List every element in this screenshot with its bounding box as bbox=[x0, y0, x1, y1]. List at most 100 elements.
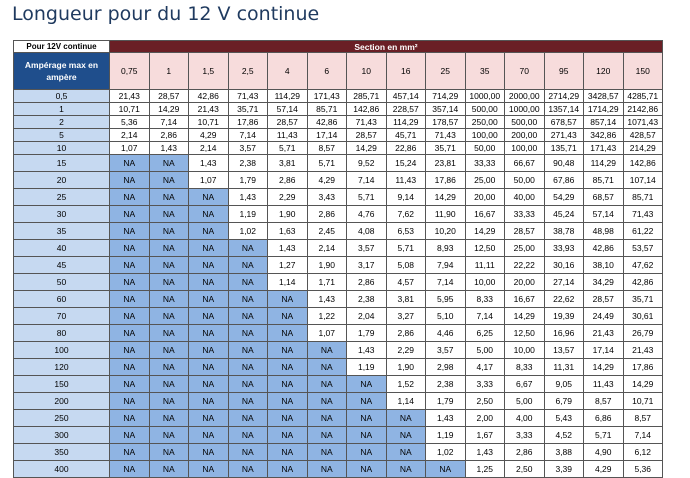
na-cell: NA bbox=[227, 324, 268, 342]
length-cell: 17,86 bbox=[425, 171, 466, 189]
na-cell: NA bbox=[346, 392, 387, 410]
length-cell: 1,43 bbox=[346, 341, 387, 359]
cable-length-table-container: Pour 12V continue Section en mm² Ampérag… bbox=[13, 40, 678, 478]
na-cell: NA bbox=[267, 443, 308, 461]
length-cell: 2,14 bbox=[109, 128, 150, 142]
na-cell: NA bbox=[227, 239, 268, 257]
length-cell: 1714,29 bbox=[583, 102, 624, 116]
table-row: 150 NA NA NA NA NA NA NA 1,52 2,38 3,33 6,67 9,05 11,… bbox=[13, 375, 663, 393]
na-cell: NA bbox=[267, 409, 308, 427]
length-cell: 28,57 bbox=[148, 89, 189, 103]
na-cell: NA bbox=[148, 392, 189, 410]
length-cell: 71,43 bbox=[346, 115, 387, 129]
length-cell: 500,00 bbox=[504, 115, 545, 129]
length-cell: 42,86 bbox=[583, 239, 624, 257]
na-cell: NA bbox=[385, 443, 426, 461]
length-cell: 11,90 bbox=[425, 205, 466, 223]
length-cell: 2,00 bbox=[464, 409, 505, 427]
length-cell: 2714,29 bbox=[543, 89, 584, 103]
length-cell: 1,67 bbox=[464, 426, 505, 444]
section-column-header: 2,5 bbox=[227, 52, 268, 90]
na-cell: NA bbox=[148, 205, 189, 223]
cable-length-table: Pour 12V continue Section en mm² Ampérag… bbox=[13, 40, 663, 478]
section-column-header: 150 bbox=[622, 52, 663, 90]
table-row: 350 NA NA NA NA NA NA NA NA 1,02 1,43 2,86 3,88 4,90 6… bbox=[13, 443, 663, 461]
na-cell: NA bbox=[109, 256, 150, 274]
length-cell: 28,57 bbox=[267, 115, 308, 129]
length-cell: 13,57 bbox=[543, 341, 584, 359]
length-cell: 38,78 bbox=[543, 222, 584, 240]
na-cell: NA bbox=[188, 443, 229, 461]
na-cell: NA bbox=[267, 392, 308, 410]
length-cell: 2,14 bbox=[188, 141, 229, 155]
section-column-header: 6 bbox=[306, 52, 347, 90]
na-cell: NA bbox=[306, 426, 347, 444]
length-cell: 16,96 bbox=[543, 324, 584, 342]
length-cell: 12,50 bbox=[464, 239, 505, 257]
length-cell: 1,79 bbox=[227, 171, 268, 189]
length-cell: 2,14 bbox=[306, 239, 347, 257]
length-cell: 9,52 bbox=[346, 154, 387, 172]
table-row: 200 NA NA NA NA NA NA NA 1,14 1,79 2,50 5,00 6,79 8,5… bbox=[13, 392, 663, 410]
length-cell: 25,00 bbox=[504, 239, 545, 257]
na-cell: NA bbox=[267, 375, 308, 393]
section-header: Section en mm² bbox=[109, 40, 663, 53]
na-cell: NA bbox=[109, 239, 150, 257]
length-cell: 2,86 bbox=[385, 324, 426, 342]
amperage-label: 80 bbox=[13, 324, 110, 342]
length-cell: 47,62 bbox=[622, 256, 663, 274]
table-row: 25 NA NA NA 1,43 2,29 3,43 5,71 9,14 14,29 20,00 40… bbox=[13, 188, 663, 206]
na-cell: NA bbox=[109, 341, 150, 359]
length-cell: 5,71 bbox=[583, 426, 624, 444]
length-cell: 12,50 bbox=[504, 324, 545, 342]
amperage-label: 150 bbox=[13, 375, 110, 393]
length-cell: 24,49 bbox=[583, 307, 624, 325]
length-cell: 20,00 bbox=[504, 273, 545, 291]
length-cell: 61,22 bbox=[622, 222, 663, 240]
length-cell: 5,10 bbox=[425, 307, 466, 325]
length-cell: 28,57 bbox=[346, 128, 387, 142]
length-cell: 42,86 bbox=[306, 115, 347, 129]
amperage-label: 1 bbox=[13, 102, 110, 116]
length-cell: 2,98 bbox=[425, 358, 466, 376]
length-cell: 1,07 bbox=[306, 324, 347, 342]
amperage-label: 350 bbox=[13, 443, 110, 461]
length-cell: 10,20 bbox=[425, 222, 466, 240]
length-cell: 2,86 bbox=[267, 171, 308, 189]
length-cell: 8,57 bbox=[583, 392, 624, 410]
na-cell: NA bbox=[267, 290, 308, 308]
na-cell: NA bbox=[385, 409, 426, 427]
length-cell: 6,53 bbox=[385, 222, 426, 240]
na-cell: NA bbox=[346, 426, 387, 444]
na-cell: NA bbox=[227, 375, 268, 393]
na-cell: NA bbox=[188, 324, 229, 342]
length-cell: 14,29 bbox=[464, 222, 505, 240]
length-cell: 7,94 bbox=[425, 256, 466, 274]
length-cell: 16,67 bbox=[464, 205, 505, 223]
na-cell: NA bbox=[109, 409, 150, 427]
length-cell: 14,29 bbox=[504, 307, 545, 325]
section-column-header: 0,75 bbox=[109, 52, 150, 90]
na-cell: NA bbox=[346, 375, 387, 393]
length-cell: 135,71 bbox=[543, 141, 584, 155]
length-cell: 2,86 bbox=[504, 443, 545, 461]
length-cell: 3,57 bbox=[227, 141, 268, 155]
length-cell: 11,43 bbox=[267, 128, 308, 142]
length-cell: 2,86 bbox=[148, 128, 189, 142]
na-cell: NA bbox=[306, 443, 347, 461]
length-cell: 2,50 bbox=[504, 460, 545, 478]
length-cell: 114,29 bbox=[385, 115, 426, 129]
length-cell: 14,29 bbox=[148, 102, 189, 116]
length-cell: 53,57 bbox=[622, 239, 663, 257]
length-cell: 6,67 bbox=[504, 375, 545, 393]
length-cell: 6,12 bbox=[622, 443, 663, 461]
length-cell: 10,71 bbox=[109, 102, 150, 116]
length-cell: 45,24 bbox=[543, 205, 584, 223]
length-cell: 1,07 bbox=[109, 141, 150, 155]
na-cell: NA bbox=[188, 426, 229, 444]
section-column-header: 10 bbox=[346, 52, 387, 90]
length-cell: 1,63 bbox=[267, 222, 308, 240]
length-cell: 28,57 bbox=[504, 222, 545, 240]
na-cell: NA bbox=[109, 443, 150, 461]
length-cell: 68,57 bbox=[583, 188, 624, 206]
